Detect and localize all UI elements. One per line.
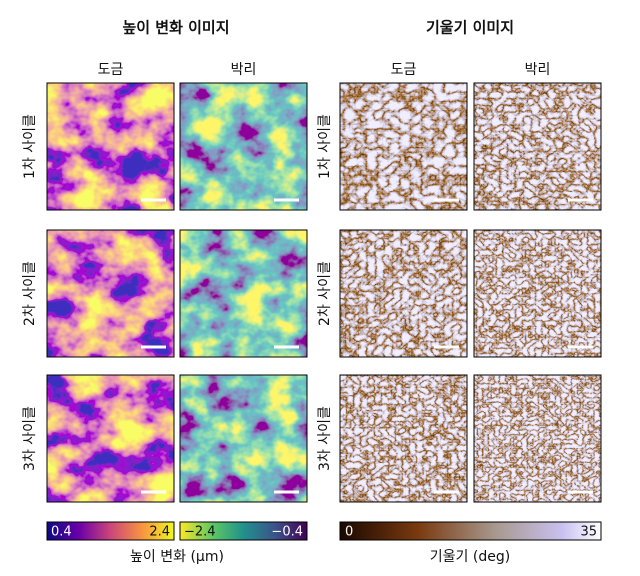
image-panel <box>340 375 467 502</box>
image-panel <box>47 83 174 210</box>
row-label: 2차 사이클 <box>22 261 38 326</box>
colorbar-label: 기울기 (deg) <box>430 549 510 565</box>
row-label: 3차 사이클 <box>22 406 38 471</box>
colorbar-label: 높이 변화 (μm) <box>130 549 224 565</box>
row-label: 2차 사이클 <box>317 261 333 326</box>
panel-border <box>339 374 468 503</box>
panel-border <box>179 229 308 358</box>
panel-border <box>46 229 175 358</box>
colorbar-max: 35 <box>580 525 597 540</box>
colorbar-min: 0 <box>345 525 353 540</box>
panel-border <box>473 229 602 358</box>
column-label: 박리 <box>231 62 257 78</box>
panel-border <box>473 82 602 211</box>
section-title: 높이 변화 이미지 <box>122 19 229 37</box>
image-panel <box>340 230 467 357</box>
colorbar <box>46 521 175 541</box>
image-panel <box>180 230 307 357</box>
panel-border <box>473 374 602 503</box>
column-label: 도금 <box>98 62 124 78</box>
panel-border <box>339 82 468 211</box>
image-panel <box>180 83 307 210</box>
image-panel <box>474 230 601 357</box>
panel-border <box>46 82 175 211</box>
column-label: 도금 <box>391 62 417 78</box>
row-label: 1차 사이클 <box>317 114 333 179</box>
column-label: 박리 <box>525 62 551 78</box>
row-label: 3차 사이클 <box>317 406 333 471</box>
panels: 도금 박리 도금 박리 1차 사이클 2차 사이클 3차 사이클 1차 사이클 2차 사이클 3차… <box>22 62 602 503</box>
image-panel <box>47 230 174 357</box>
colorbar-min: −2.4 <box>184 525 216 540</box>
image-panel <box>474 83 601 210</box>
colorbar-min: 0.4 <box>51 525 72 540</box>
row-label: 1차 사이클 <box>22 114 38 179</box>
colorbar <box>339 521 602 541</box>
panel-border <box>339 229 468 358</box>
colorbar-max: −0.4 <box>271 525 303 540</box>
panel-border <box>46 374 175 503</box>
section-title: 기울기 이미지 <box>426 19 514 37</box>
image-panel <box>340 83 467 210</box>
colorbar-max: 2.4 <box>149 525 170 540</box>
image-panel <box>474 375 601 502</box>
panel-border <box>179 374 308 503</box>
image-panel <box>47 375 174 502</box>
panel-border <box>179 82 308 211</box>
image-panel <box>180 375 307 502</box>
colorbar <box>179 521 308 541</box>
